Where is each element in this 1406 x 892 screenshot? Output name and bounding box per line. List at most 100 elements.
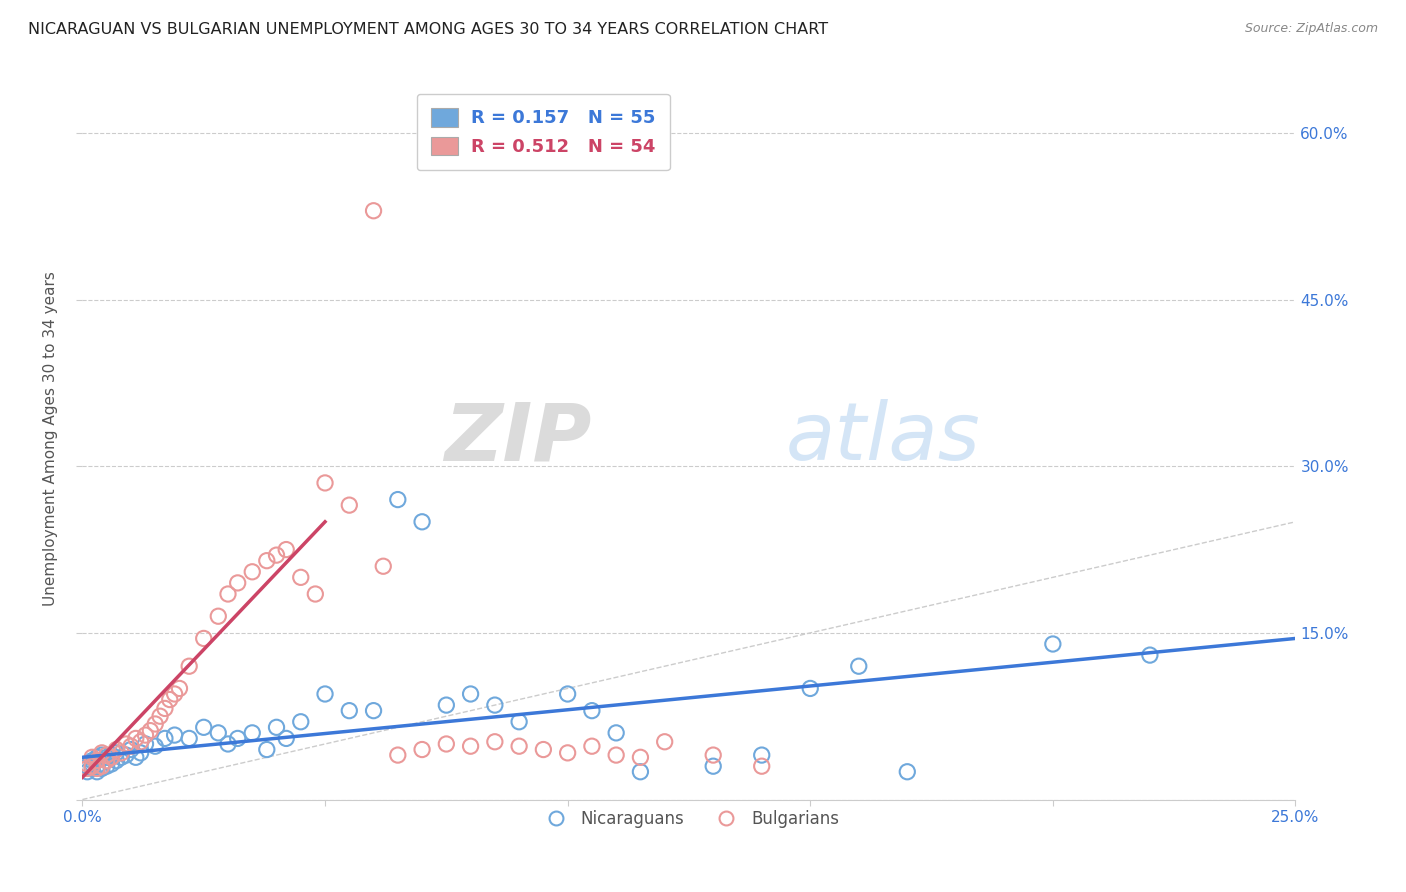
Point [115,737,138,751]
Text: atlas: atlas [786,400,981,477]
Point [434,698,457,712]
Point [337,704,360,718]
Point [217,587,239,601]
Point [86,761,108,775]
Point [581,739,603,754]
Point [411,515,433,529]
Point [751,759,773,773]
Point [96,759,118,773]
Point [226,575,249,590]
Point [96,750,118,764]
Point [110,750,132,764]
Point [411,742,433,756]
Point [76,764,98,779]
Point [434,737,457,751]
Point [163,728,186,742]
Legend: Nicaraguans, Bulgarians: Nicaraguans, Bulgarians [533,803,845,835]
Point [266,548,288,562]
Point [363,704,385,718]
Point [82,754,104,768]
Point [105,742,128,756]
Point [484,735,506,749]
Point [217,737,239,751]
Point [120,739,142,754]
Point [139,723,162,738]
Point [179,659,201,673]
Point [149,709,172,723]
Point [628,750,651,764]
Point [86,764,108,779]
Point [100,750,122,764]
Point [314,475,336,490]
Point [100,756,122,771]
Point [90,746,112,760]
Point [337,498,360,512]
Point [557,687,579,701]
Point [256,742,278,756]
Point [702,748,724,763]
Point [86,750,108,764]
Point [105,754,128,768]
Point [240,726,263,740]
Point [82,756,104,771]
Point [751,748,773,763]
Point [266,720,288,734]
Point [240,565,263,579]
Text: ZIP: ZIP [444,400,592,477]
Point [76,761,98,775]
Point [96,754,118,768]
Point [387,492,409,507]
Point [605,726,627,740]
Point [276,542,298,557]
Y-axis label: Unemployment Among Ages 30 to 34 years: Unemployment Among Ages 30 to 34 years [44,271,58,606]
Point [153,701,176,715]
Point [387,748,409,763]
Point [129,746,152,760]
Point [129,735,152,749]
Point [115,748,138,763]
Point [134,737,156,751]
Point [169,681,191,696]
Point [654,735,676,749]
Text: Source: ZipAtlas.com: Source: ZipAtlas.com [1244,22,1378,36]
Point [76,756,98,771]
Point [508,714,530,729]
Point [226,731,249,746]
Text: NICARAGUAN VS BULGARIAN UNEMPLOYMENT AMONG AGES 30 TO 34 YEARS CORRELATION CHART: NICARAGUAN VS BULGARIAN UNEMPLOYMENT AMO… [28,22,828,37]
Point [1042,637,1064,651]
Point [193,720,215,734]
Point [110,746,132,760]
Point [1139,648,1161,662]
Point [363,203,385,218]
Point [207,726,229,740]
Point [82,759,104,773]
Point [256,554,278,568]
Point [90,761,112,775]
Point [125,731,148,746]
Point [557,746,579,760]
Point [143,739,166,754]
Point [179,731,201,746]
Point [86,754,108,768]
Point [90,759,112,773]
Point [76,759,98,773]
Point [460,739,482,754]
Point [82,761,104,775]
Point [304,587,326,601]
Point [799,681,821,696]
Point [153,731,176,746]
Point [848,659,870,673]
Point [290,570,312,584]
Point [125,750,148,764]
Point [460,687,482,701]
Point [100,748,122,763]
Point [134,728,156,742]
Point [605,748,627,763]
Point [531,742,554,756]
Point [96,748,118,763]
Point [628,764,651,779]
Point [82,750,104,764]
Point [207,609,229,624]
Point [484,698,506,712]
Point [314,687,336,701]
